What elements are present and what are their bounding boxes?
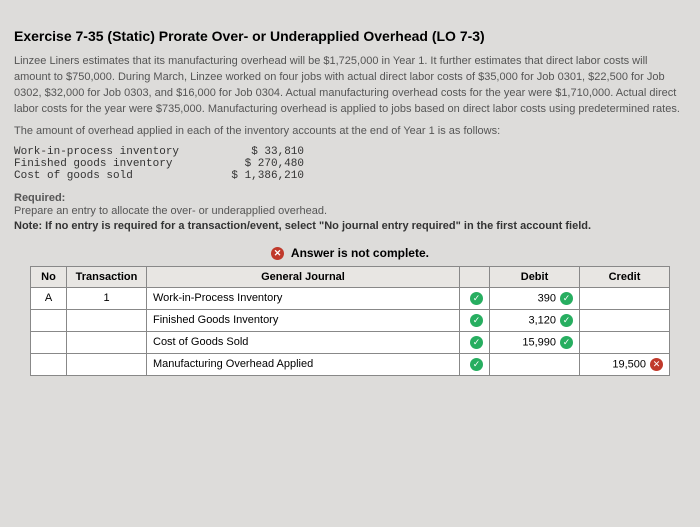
check-icon: ✓ <box>560 336 573 349</box>
exercise-title: Exercise 7-35 (Static) Prorate Over- or … <box>14 28 686 44</box>
answer-status: ✕ Answer is not complete. <box>14 246 686 260</box>
journal-table: No Transaction General Journal Debit Cre… <box>30 266 670 376</box>
problem-paragraph-1: Linzee Liners estimates that its manufac… <box>14 54 686 118</box>
cell-account[interactable]: Work-in-Process Inventory <box>147 287 460 309</box>
cell-no: A <box>31 287 67 309</box>
inv-label-wip: Work-in-process inventory <box>14 146 214 158</box>
x-icon: ✕ <box>650 358 663 371</box>
cell-credit[interactable] <box>580 331 670 353</box>
check-icon: ✓ <box>470 292 483 305</box>
check-icon: ✓ <box>470 336 483 349</box>
check-icon: ✓ <box>560 314 573 327</box>
th-credit: Credit <box>580 266 670 287</box>
cell-status: ✓ <box>460 287 490 309</box>
th-transaction: Transaction <box>67 266 147 287</box>
x-icon: ✕ <box>271 247 284 260</box>
cell-no <box>31 331 67 353</box>
note-text: Note: If no entry is required for a tran… <box>14 220 686 232</box>
problem-paragraph-2: The amount of overhead applied in each o… <box>14 124 686 140</box>
cell-transaction: 1 <box>67 287 147 309</box>
cell-account[interactable]: Finished Goods Inventory <box>147 309 460 331</box>
table-row: Manufacturing Overhead Applied ✓ 19,500✕ <box>31 353 670 375</box>
table-row: Finished Goods Inventory✓3,120✓ <box>31 309 670 331</box>
cell-credit[interactable] <box>580 287 670 309</box>
inv-label-fg: Finished goods inventory <box>14 158 214 170</box>
inv-value-wip: $ 33,810 <box>214 146 304 158</box>
check-icon: ✓ <box>470 314 483 327</box>
th-debit: Debit <box>490 266 580 287</box>
cell-credit[interactable]: 19,500✕ <box>580 353 670 375</box>
cell-transaction <box>67 309 147 331</box>
cell-credit[interactable] <box>580 309 670 331</box>
inv-value-cogs: $ 1,386,210 <box>214 170 304 182</box>
cell-debit[interactable] <box>490 353 580 375</box>
cell-account[interactable]: Cost of Goods Sold <box>147 331 460 353</box>
inv-label-cogs: Cost of goods sold <box>14 170 214 182</box>
cell-no <box>31 309 67 331</box>
cell-status: ✓ <box>460 309 490 331</box>
cell-status: ✓ <box>460 331 490 353</box>
check-icon: ✓ <box>560 292 573 305</box>
table-row: Cost of Goods Sold✓15,990✓ <box>31 331 670 353</box>
cell-no <box>31 353 67 375</box>
cell-account[interactable]: Manufacturing Overhead Applied <box>147 353 460 375</box>
cell-debit[interactable]: 15,990✓ <box>490 331 580 353</box>
required-heading: Required: <box>14 192 686 204</box>
answer-status-label: Answer is not complete. <box>291 246 429 260</box>
required-text: Prepare an entry to allocate the over- o… <box>14 204 686 220</box>
cell-debit[interactable]: 3,120✓ <box>490 309 580 331</box>
cell-debit[interactable]: 390✓ <box>490 287 580 309</box>
cell-transaction <box>67 353 147 375</box>
cell-transaction <box>67 331 147 353</box>
table-row: A1Work-in-Process Inventory✓390✓ <box>31 287 670 309</box>
inventory-list: Work-in-process inventory $ 33,810 Finis… <box>14 146 686 182</box>
th-no: No <box>31 266 67 287</box>
inv-value-fg: $ 270,480 <box>214 158 304 170</box>
check-icon: ✓ <box>470 358 483 371</box>
th-general-journal: General Journal <box>147 266 460 287</box>
th-mark <box>460 266 490 287</box>
cell-status: ✓ <box>460 353 490 375</box>
